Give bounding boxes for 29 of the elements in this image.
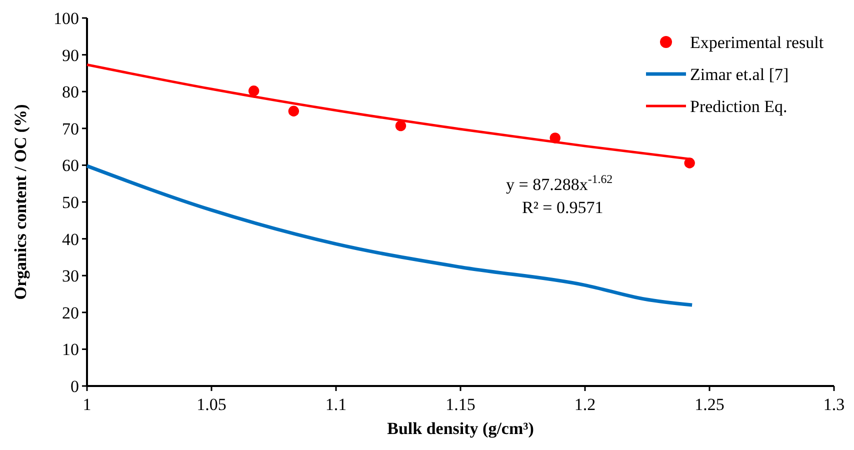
annotation: R² = 0.9571 [522, 198, 604, 217]
x-tick-label: 1.2 [574, 395, 596, 414]
legend-label: Experimental result [690, 33, 824, 52]
y-tick-label: 40 [62, 230, 79, 249]
y-tick-label: 90 [62, 46, 79, 65]
x-tick-label: 1.05 [196, 395, 226, 414]
x-axis-title: Bulk density (g/cm³) [387, 419, 534, 438]
y-tick-label: 80 [62, 82, 79, 102]
point [248, 86, 260, 96]
point [288, 106, 300, 116]
y-axis-title: Organics content / OC (%) [11, 104, 30, 300]
line-series [85, 164, 694, 307]
x-tick-label: 1.1 [325, 395, 347, 414]
y-tick-label: 30 [62, 266, 79, 286]
y-tick-label: 0 [70, 377, 79, 396]
x-tick-label: 1 [82, 395, 92, 414]
y-tick-label: 60 [62, 156, 79, 176]
y-tick-label: 100 [54, 9, 79, 28]
y-tick-label: 10 [62, 340, 79, 360]
point [395, 120, 406, 132]
legend-label: Prediction Eq. [690, 97, 788, 116]
x-tick-label: 1.25 [694, 395, 724, 414]
y-tick-label: 70 [62, 119, 79, 138]
y-tick-label: 50 [62, 193, 79, 212]
x-tick-label: 1.15 [446, 395, 476, 414]
x-tick-label: 1.3 [823, 395, 845, 414]
annotation: y = 87.288x$^{-1.62}$ [506, 172, 613, 194]
legend-label: Zimar et.al [7] [690, 65, 789, 84]
y-tick-label: 20 [62, 303, 79, 322]
